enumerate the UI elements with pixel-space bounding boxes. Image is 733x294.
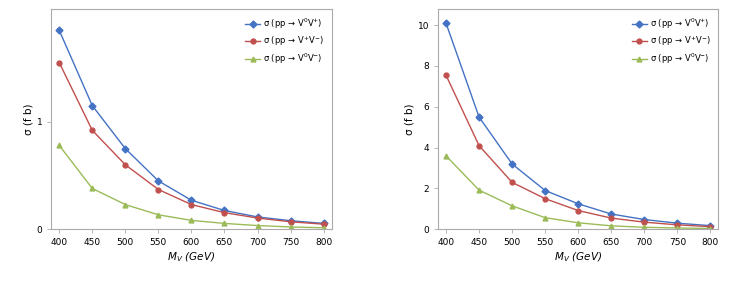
σ (pp → V$^{0}$V$^{+}$) bbox=[55, 29, 64, 32]
σ (pp → V$^{0}$V$^{-}$) bbox=[574, 221, 583, 225]
σ (pp → V$^{+}$V$^{-}$) bbox=[286, 220, 295, 223]
σ (pp → V$^{0}$V$^{+}$) bbox=[475, 115, 484, 119]
X-axis label: M$_{V}$ (GeV): M$_{V}$ (GeV) bbox=[554, 250, 603, 264]
Legend: σ (pp → V$^{0}$V$^{+}$), σ (pp → V$^{+}$V$^{-}$), σ (pp → V$^{0}$V$^{-}$): σ (pp → V$^{0}$V$^{+}$), σ (pp → V$^{+}$… bbox=[242, 13, 328, 70]
σ (pp → V$^{0}$V$^{+}$) bbox=[121, 147, 130, 151]
σ (pp → V$^{0}$V$^{-}$) bbox=[508, 204, 517, 208]
σ (pp → V$^{0}$V$^{+}$) bbox=[508, 162, 517, 166]
σ (pp → V$^{0}$V$^{-}$) bbox=[121, 203, 130, 206]
Line: σ (pp → V$^{0}$V$^{+}$): σ (pp → V$^{0}$V$^{+}$) bbox=[57, 28, 326, 226]
σ (pp → V$^{0}$V$^{+}$) bbox=[220, 209, 229, 212]
σ (pp → V$^{+}$V$^{-}$) bbox=[574, 209, 583, 212]
Line: σ (pp → V$^{+}$V$^{-}$): σ (pp → V$^{+}$V$^{-}$) bbox=[443, 73, 712, 229]
σ (pp → V$^{0}$V$^{-}$) bbox=[640, 225, 649, 229]
σ (pp → V$^{0}$V$^{-}$) bbox=[55, 144, 64, 147]
σ (pp → V$^{0}$V$^{-}$) bbox=[320, 226, 328, 230]
σ (pp → V$^{+}$V$^{-}$) bbox=[187, 203, 196, 206]
σ (pp → V$^{0}$V$^{+}$) bbox=[320, 222, 328, 225]
Y-axis label: σ (f b): σ (f b) bbox=[23, 103, 34, 135]
σ (pp → V$^{+}$V$^{-}$) bbox=[154, 188, 163, 191]
σ (pp → V$^{0}$V$^{-}$) bbox=[541, 216, 550, 219]
σ (pp → V$^{0}$V$^{+}$) bbox=[541, 189, 550, 192]
Line: σ (pp → V$^{+}$V$^{-}$): σ (pp → V$^{+}$V$^{-}$) bbox=[57, 60, 326, 227]
σ (pp → V$^{+}$V$^{-}$) bbox=[320, 222, 328, 226]
Line: σ (pp → V$^{0}$V$^{+}$): σ (pp → V$^{0}$V$^{+}$) bbox=[443, 21, 712, 228]
σ (pp → V$^{0}$V$^{-}$) bbox=[154, 213, 163, 217]
σ (pp → V$^{+}$V$^{-}$) bbox=[607, 216, 616, 220]
Line: σ (pp → V$^{0}$V$^{-}$): σ (pp → V$^{0}$V$^{-}$) bbox=[57, 143, 326, 230]
σ (pp → V$^{0}$V$^{+}$) bbox=[253, 215, 262, 219]
σ (pp → V$^{0}$V$^{+}$) bbox=[574, 202, 583, 206]
σ (pp → V$^{+}$V$^{-}$) bbox=[541, 197, 550, 201]
σ (pp → V$^{+}$V$^{-}$) bbox=[673, 223, 682, 227]
σ (pp → V$^{0}$V$^{-}$) bbox=[706, 227, 715, 230]
σ (pp → V$^{+}$V$^{-}$) bbox=[475, 144, 484, 147]
σ (pp → V$^{+}$V$^{-}$) bbox=[253, 216, 262, 220]
σ (pp → V$^{0}$V$^{-}$) bbox=[220, 222, 229, 225]
σ (pp → V$^{+}$V$^{-}$) bbox=[220, 211, 229, 214]
σ (pp → V$^{0}$V$^{-}$) bbox=[253, 224, 262, 227]
σ (pp → V$^{0}$V$^{-}$) bbox=[475, 188, 484, 192]
σ (pp → V$^{0}$V$^{-}$) bbox=[187, 219, 196, 222]
σ (pp → V$^{0}$V$^{+}$) bbox=[88, 104, 97, 107]
σ (pp → V$^{+}$V$^{-}$) bbox=[441, 74, 450, 77]
σ (pp → V$^{0}$V$^{+}$) bbox=[673, 221, 682, 225]
Line: σ (pp → V$^{0}$V$^{-}$): σ (pp → V$^{0}$V$^{-}$) bbox=[443, 153, 712, 231]
σ (pp → V$^{0}$V$^{+}$) bbox=[286, 219, 295, 223]
σ (pp → V$^{+}$V$^{-}$) bbox=[706, 225, 715, 228]
σ (pp → V$^{0}$V$^{-}$) bbox=[88, 187, 97, 190]
σ (pp → V$^{+}$V$^{-}$) bbox=[121, 163, 130, 166]
σ (pp → V$^{0}$V$^{+}$) bbox=[706, 224, 715, 228]
σ (pp → V$^{+}$V$^{-}$) bbox=[508, 181, 517, 184]
σ (pp → V$^{0}$V$^{-}$) bbox=[607, 224, 616, 228]
σ (pp → V$^{0}$V$^{+}$) bbox=[640, 218, 649, 221]
σ (pp → V$^{+}$V$^{-}$) bbox=[88, 128, 97, 132]
X-axis label: M$_{V}$ (GeV): M$_{V}$ (GeV) bbox=[167, 250, 216, 264]
σ (pp → V$^{0}$V$^{-}$) bbox=[286, 225, 295, 229]
σ (pp → V$^{0}$V$^{-}$) bbox=[673, 226, 682, 230]
Legend: σ (pp → V$^{0}$V$^{+}$), σ (pp → V$^{+}$V$^{-}$), σ (pp → V$^{0}$V$^{-}$): σ (pp → V$^{0}$V$^{+}$), σ (pp → V$^{+}$… bbox=[628, 13, 714, 70]
σ (pp → V$^{0}$V$^{+}$) bbox=[441, 21, 450, 25]
σ (pp → V$^{+}$V$^{-}$) bbox=[640, 220, 649, 224]
σ (pp → V$^{0}$V$^{+}$) bbox=[187, 198, 196, 202]
Y-axis label: σ (f b): σ (f b) bbox=[405, 103, 415, 135]
σ (pp → V$^{0}$V$^{-}$) bbox=[441, 154, 450, 158]
σ (pp → V$^{0}$V$^{+}$) bbox=[154, 179, 163, 183]
σ (pp → V$^{+}$V$^{-}$) bbox=[55, 61, 64, 64]
σ (pp → V$^{0}$V$^{+}$) bbox=[607, 212, 616, 216]
